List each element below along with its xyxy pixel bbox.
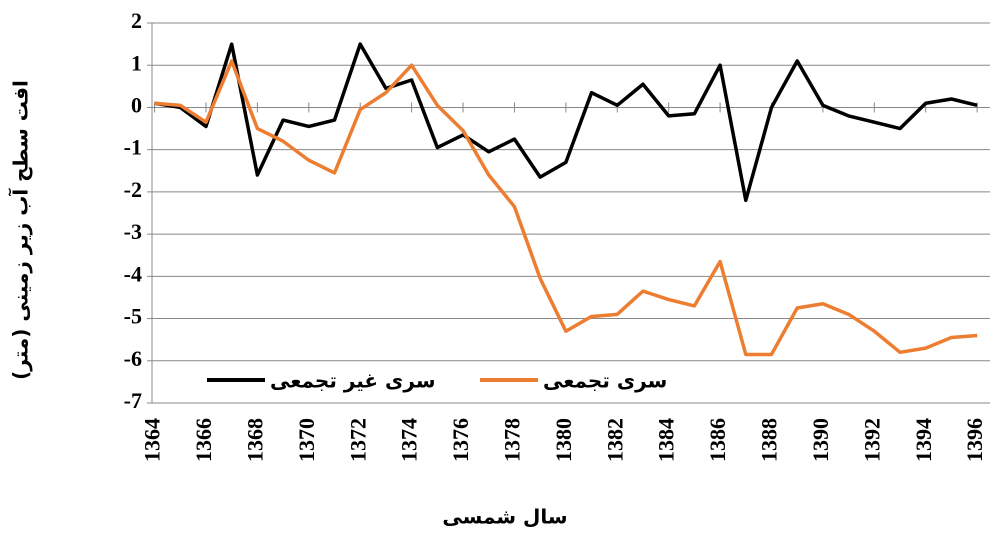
x-tick-label: 1394 <box>911 418 936 462</box>
x-tick-label: 1376 <box>448 418 473 462</box>
x-tick-label: 1372 <box>345 418 370 462</box>
x-tick-label: 1396 <box>962 418 987 462</box>
x-tick-label: 1386 <box>705 418 730 462</box>
legend-label: سری غیر تجمعی <box>270 369 436 393</box>
x-tick-label: 1380 <box>551 418 576 462</box>
x-tick-label: 1390 <box>808 418 833 462</box>
x-tick-label: 1382 <box>602 418 627 462</box>
x-tick-label: 1374 <box>397 418 422 462</box>
y-tick-label: -4 <box>124 261 142 286</box>
y-tick-label: -7 <box>124 388 142 413</box>
x-tick-label: 1368 <box>242 418 267 462</box>
y-tick-label: 0 <box>131 92 142 117</box>
x-tick-label: 1366 <box>191 418 216 462</box>
y-axis-title: افت سطح آب زیر زمینی (متر) <box>8 80 33 380</box>
y-tick-label: 1 <box>131 50 142 75</box>
y-tick-label: -2 <box>124 177 142 202</box>
y-tick-label: 2 <box>131 8 142 33</box>
y-tick-label: -1 <box>124 135 142 160</box>
legend-label: سری تجمعی <box>543 369 667 393</box>
series-line <box>154 59 978 357</box>
y-tick-label: -6 <box>124 346 142 371</box>
x-tick-label: 1388 <box>757 418 782 462</box>
y-tick-label: -5 <box>124 304 142 329</box>
x-axis-title: سال شمسی <box>442 505 567 529</box>
x-tick-label: 1384 <box>654 418 679 462</box>
x-tick-label: 1370 <box>294 418 319 462</box>
x-tick-label: 1392 <box>859 418 884 462</box>
x-tick-label: 1378 <box>499 418 524 462</box>
y-tick-label: -3 <box>124 219 142 244</box>
series-line <box>154 42 978 203</box>
x-tick-label: 1364 <box>140 418 165 462</box>
